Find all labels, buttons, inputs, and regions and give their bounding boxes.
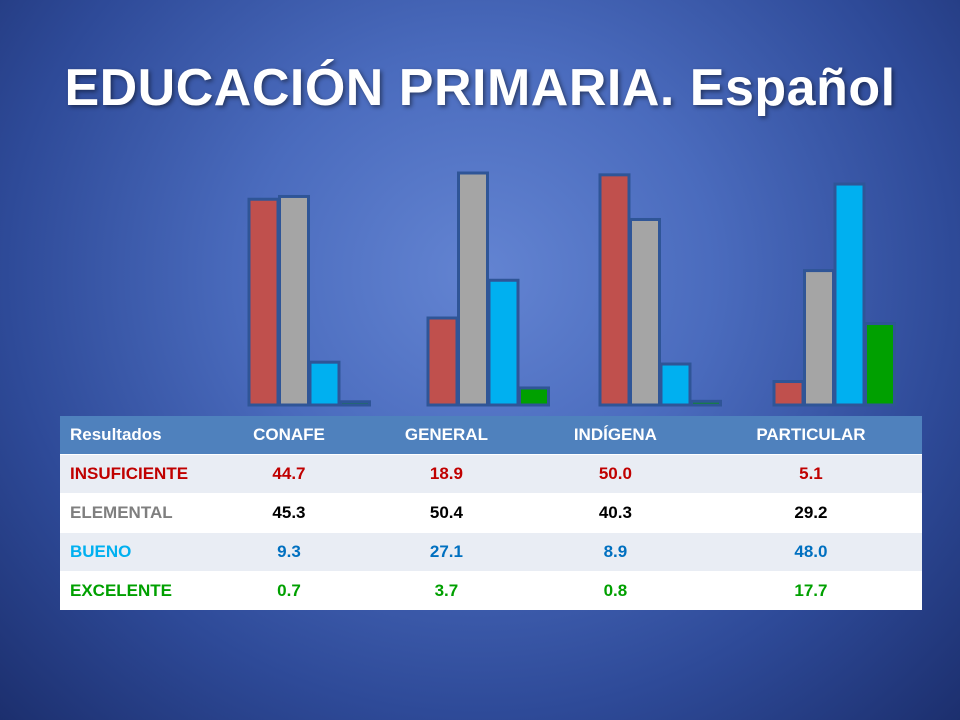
- table-cell: 0.8: [530, 571, 700, 610]
- bar-group-2: [598, 173, 722, 407]
- bar: [833, 182, 866, 407]
- table-cell: 3.7: [361, 571, 531, 610]
- bar: [864, 322, 896, 407]
- table-cell: 48.0: [699, 532, 922, 572]
- row-label: INSUFICIENTE: [60, 454, 216, 494]
- table-cell: 18.9: [361, 454, 531, 494]
- bar-group-0: [247, 194, 371, 407]
- bar: [487, 278, 520, 407]
- bar: [690, 399, 722, 407]
- bar: [426, 316, 459, 407]
- bar: [247, 197, 280, 407]
- slide-title: EDUCACIÓN PRIMARIA. Español: [64, 59, 896, 117]
- results-table: Resultados CONAFE GENERAL INDÍGENA PARTI…: [60, 416, 922, 610]
- bar: [629, 217, 661, 407]
- table-cell: 17.7: [699, 571, 922, 610]
- header-conafe: CONAFE: [216, 416, 362, 455]
- table-cell: 0.7: [216, 571, 362, 610]
- bar: [598, 173, 631, 407]
- header-indigena: INDÍGENA: [530, 416, 700, 455]
- table-row-insuficiente: INSUFICIENTE 44.7 18.9 50.0 5.1: [60, 454, 922, 494]
- table-cell: 45.3: [216, 493, 362, 533]
- table-cell: 50.0: [530, 454, 700, 494]
- header-corner: Resultados: [60, 416, 216, 455]
- row-label: EXCELENTE: [60, 571, 216, 610]
- table-cell: 8.9: [530, 532, 700, 572]
- bar-group-3: [772, 182, 896, 407]
- table-cell: 5.1: [699, 454, 922, 494]
- table-cell: 40.3: [530, 493, 700, 533]
- bar: [659, 362, 692, 407]
- bar-chart: [247, 171, 896, 407]
- header-general: GENERAL: [361, 416, 531, 455]
- bar: [518, 386, 550, 407]
- bar: [803, 269, 835, 407]
- bar: [308, 360, 341, 407]
- table-cell: 29.2: [699, 493, 922, 533]
- bar: [278, 194, 310, 407]
- table-row-bueno: BUENO 9.3 27.1 8.9 48.0: [60, 532, 922, 572]
- row-label: ELEMENTAL: [60, 493, 216, 533]
- table-cell: 27.1: [361, 532, 531, 572]
- table-row-elemental: ELEMENTAL 45.3 50.4 40.3 29.2: [60, 493, 922, 533]
- row-label: BUENO: [60, 532, 216, 572]
- table-row-excelente: EXCELENTE 0.7 3.7 0.8 17.7: [60, 571, 922, 610]
- table-header-row: Resultados CONAFE GENERAL INDÍGENA PARTI…: [60, 416, 922, 455]
- table-cell: 50.4: [361, 493, 531, 533]
- bar: [772, 380, 805, 407]
- table-cell: 9.3: [216, 532, 362, 572]
- bar: [457, 171, 489, 407]
- table-cell: 44.7: [216, 454, 362, 494]
- header-particular: PARTICULAR: [699, 416, 922, 455]
- bar-group-1: [426, 171, 550, 407]
- bar: [339, 400, 371, 407]
